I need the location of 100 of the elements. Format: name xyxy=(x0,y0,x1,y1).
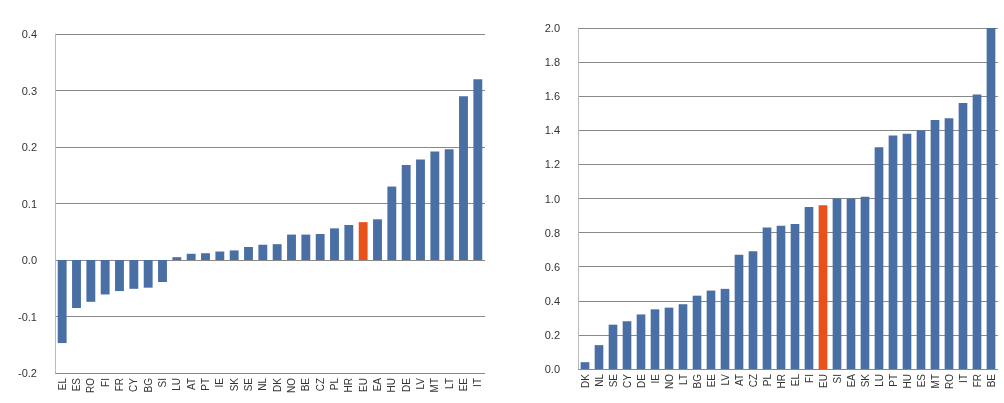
x-tick-label: ES xyxy=(915,373,927,388)
x-tick-label: BG xyxy=(691,373,703,389)
bar xyxy=(258,244,268,260)
x-tick-label: EU xyxy=(817,374,829,388)
bar xyxy=(129,260,139,289)
bar xyxy=(776,225,786,369)
bar xyxy=(244,247,253,260)
y-tick-label: 1.6 xyxy=(544,90,560,103)
bar xyxy=(387,186,397,260)
bar xyxy=(608,324,618,369)
x-tick-label: HR xyxy=(343,378,355,393)
y-tick-label: 1.2 xyxy=(544,158,560,171)
bar xyxy=(874,147,884,369)
bar xyxy=(186,253,196,260)
bar xyxy=(330,228,339,260)
y-tick-label: 0.0 xyxy=(21,254,37,266)
x-tick-label: FR xyxy=(114,378,125,392)
x-tick-label: PL xyxy=(761,373,773,387)
x-tick-label: EA xyxy=(372,377,383,392)
bar xyxy=(580,362,590,369)
x-tick-label: NL xyxy=(593,373,605,387)
x-tick-label: MT xyxy=(429,378,441,393)
y-tick-label: 0.3 xyxy=(21,84,37,97)
bar xyxy=(459,96,468,260)
x-tick-label: LT xyxy=(677,374,689,385)
y-tick-label: 0.1 xyxy=(21,197,37,210)
x-tick-label: LU xyxy=(873,374,885,387)
x-tick-label: DK xyxy=(271,377,283,392)
bar xyxy=(734,254,744,369)
y-tick-label: -0.2 xyxy=(18,367,37,379)
x-tick-label: SK xyxy=(228,377,240,392)
x-tick-label: IE xyxy=(214,377,226,388)
bar xyxy=(720,288,730,369)
y-tick-label: 0.2 xyxy=(544,328,560,341)
x-tick-label: DE xyxy=(400,377,412,392)
x-tick-label: IT xyxy=(957,374,969,383)
bar xyxy=(958,103,968,369)
y-tick-label: 0.2 xyxy=(21,141,37,153)
bar xyxy=(201,253,210,260)
x-tick-label: AT xyxy=(185,378,197,391)
bar xyxy=(143,260,153,288)
x-tick-label: FI xyxy=(803,374,815,383)
bar xyxy=(678,304,688,369)
bar xyxy=(650,309,660,369)
bar xyxy=(473,79,483,260)
bar xyxy=(100,260,110,295)
bar xyxy=(229,250,239,260)
x-tick-label: IT xyxy=(472,378,484,387)
bar xyxy=(594,345,604,369)
bar xyxy=(401,165,411,260)
x-tick-label: FI xyxy=(99,378,111,387)
x-tick-label: LV xyxy=(415,377,426,390)
bar xyxy=(972,94,982,369)
x-tick-label: LV xyxy=(719,373,731,386)
x-tick-label: SE xyxy=(607,373,619,388)
x-tick-label: ES xyxy=(71,377,82,392)
bar xyxy=(636,314,646,369)
x-tick-label: PL xyxy=(329,377,340,391)
x-tick-label: FR xyxy=(971,374,983,388)
y-tick-label: 0.0 xyxy=(544,363,560,375)
x-tick-label: NO xyxy=(286,377,297,393)
x-tick-label: EU xyxy=(357,378,369,392)
bar xyxy=(622,321,632,369)
x-tick-label: HU xyxy=(386,378,398,393)
bar xyxy=(215,251,225,260)
bar xyxy=(706,290,716,369)
x-tick-label: BE xyxy=(985,373,997,388)
x-tick-label: MT xyxy=(929,374,941,389)
x-tick-label: HR xyxy=(775,374,787,389)
bar xyxy=(762,227,772,369)
bar xyxy=(790,224,800,369)
bar xyxy=(986,28,996,369)
bar xyxy=(902,133,912,369)
x-tick-label: EE xyxy=(705,373,717,388)
bar xyxy=(692,295,702,369)
y-tick-label: 1.8 xyxy=(544,56,560,69)
bar xyxy=(115,260,124,292)
bar xyxy=(344,224,354,260)
bar xyxy=(860,196,870,369)
bar xyxy=(804,207,814,369)
bar xyxy=(315,234,325,260)
x-tick-label: LT xyxy=(443,378,455,389)
bar xyxy=(846,198,856,369)
bar xyxy=(748,251,758,369)
y-tick-label: 0.4 xyxy=(544,294,560,307)
x-tick-label: AT xyxy=(733,374,745,387)
x-tick-label: NO xyxy=(663,373,675,389)
bar xyxy=(301,234,311,260)
y-tick-label: 1.0 xyxy=(544,192,560,205)
bar xyxy=(86,260,96,302)
x-tick-label: SI xyxy=(831,374,843,384)
x-tick-label: EL xyxy=(789,373,801,387)
x-tick-label: DE xyxy=(635,373,647,388)
bar xyxy=(944,118,954,369)
bar xyxy=(818,205,828,369)
y-tick-label: -0.1 xyxy=(18,310,37,323)
y-tick-label: 0.8 xyxy=(544,226,560,239)
x-tick-label: SE xyxy=(243,377,254,392)
bar xyxy=(916,130,926,369)
bar xyxy=(287,234,296,260)
